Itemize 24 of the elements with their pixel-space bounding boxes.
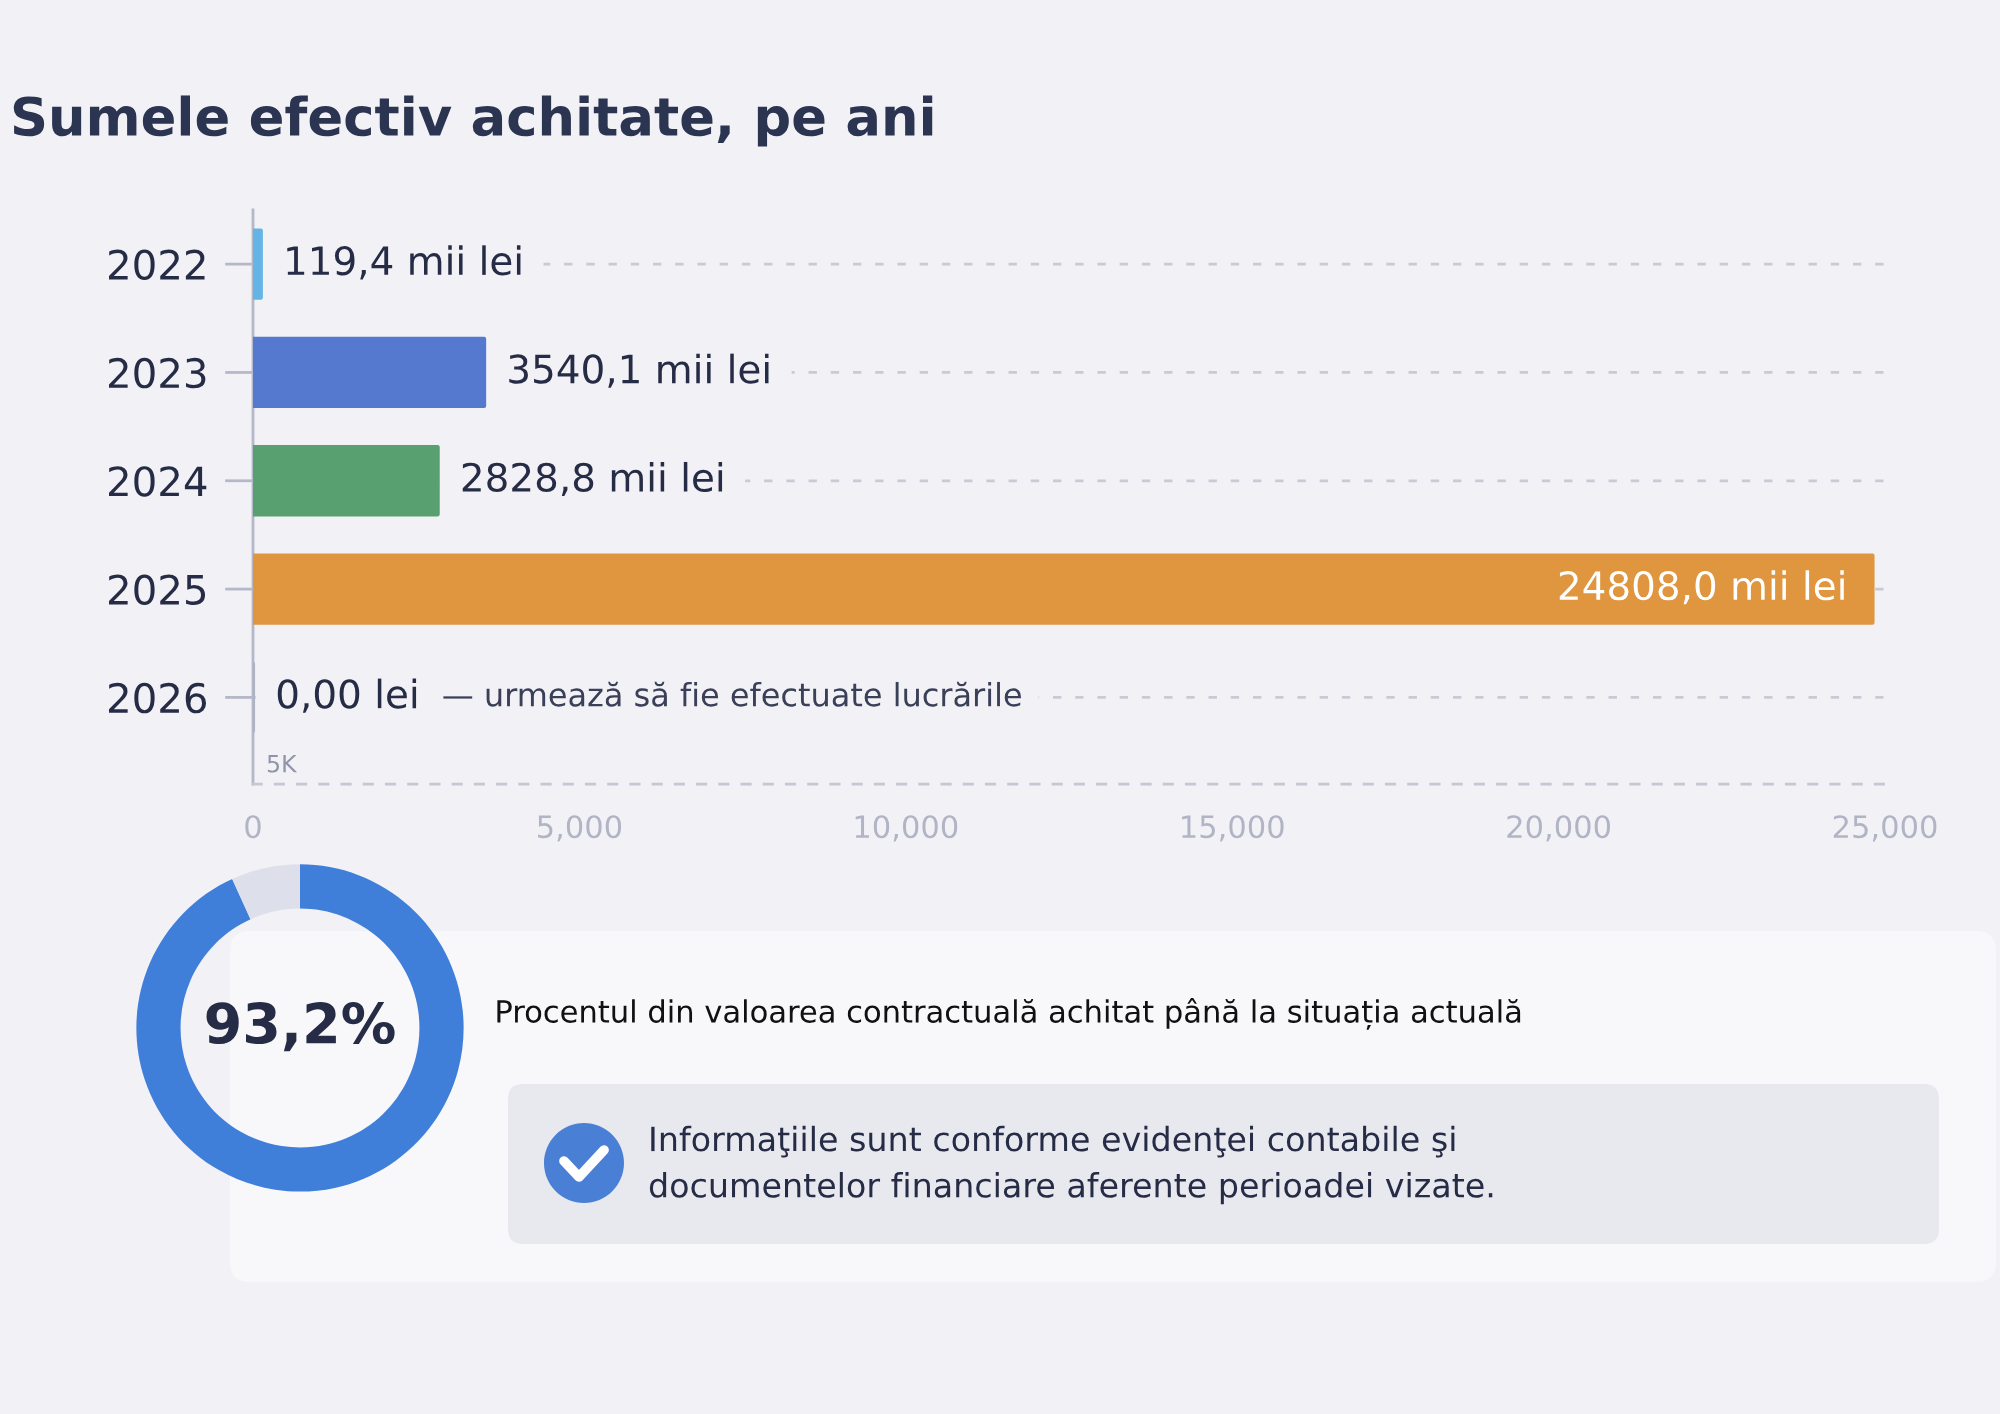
y-tick-label: 2026 <box>109 682 207 714</box>
text: Procentul din valoarea contractuală achitat până la situația actuală <box>497 998 1521 1030</box>
data-label: 119,4 mii lei <box>287 245 521 280</box>
data-label: 0,00 lei <box>277 678 417 713</box>
donut-slice <box>136 864 464 1192</box>
data-label: 93,2% <box>206 1002 395 1052</box>
y-tick-label: 2025 <box>109 574 206 605</box>
chart-title: Sumele efectiv achitate, pe ani <box>13 95 933 147</box>
y-tick-label: 2023 <box>109 357 206 389</box>
text: Informaţiile sunt conforme evidenţei contabile şi documentelor financiare aferente perioadei vizate. <box>649 1125 1493 1205</box>
x-tick-label: 5,000 <box>538 815 622 842</box>
x-tick-label: 25,000 <box>1833 815 1937 842</box>
x-tick-label: 0 <box>245 815 261 839</box>
x-tick-label: 20,000 <box>1507 815 1611 842</box>
annotation: 5K <box>267 755 298 773</box>
data-label: 24808,0 mii lei <box>1559 570 1844 605</box>
data-label: 3540,1 mii lei <box>509 353 769 388</box>
data-label: 2828,8 mii lei <box>462 461 723 497</box>
annotation: — urmează să fie efectuate lucrările <box>443 681 1021 707</box>
x-tick-label: 15,000 <box>1182 815 1284 842</box>
x-tick-label: 10,000 <box>855 815 958 842</box>
y-tick-label: 2022 <box>109 249 205 281</box>
y-tick-label: 2024 <box>109 466 207 497</box>
donut-slice <box>232 864 300 920</box>
